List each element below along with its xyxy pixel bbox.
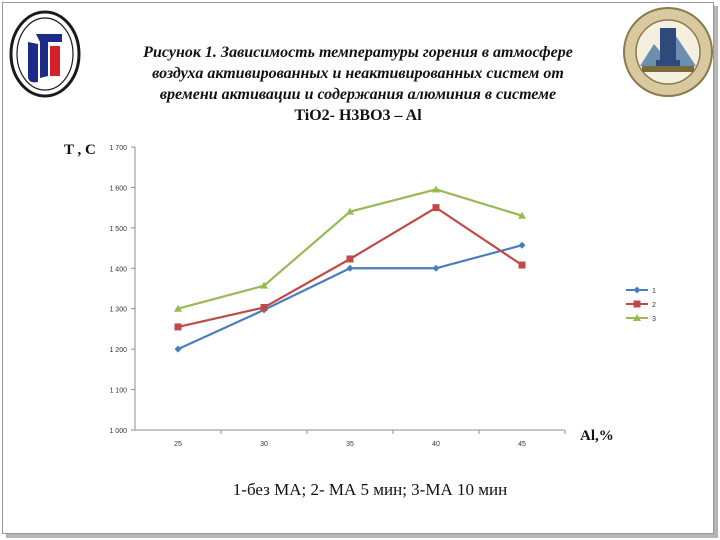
y-axis-label: T , C (64, 142, 96, 158)
series-1-point (174, 345, 182, 353)
series-3-line (177, 188, 523, 310)
chart-title: Рисунок 1. Зависимость температуры горен… (108, 42, 608, 126)
y-tick-label: 1 200 (109, 347, 127, 354)
legend-marker-3 (633, 314, 641, 321)
y-tick-label: 1 700 (109, 145, 127, 152)
series-1-point (432, 264, 440, 272)
series-3-point (518, 211, 526, 219)
title-line-3: времени активации и содержания алюминия … (159, 86, 557, 103)
x-tick-label: 45 (518, 441, 526, 448)
y-tick-label: 1 100 (109, 388, 127, 395)
x-tick-label: 35 (346, 441, 354, 448)
series-2-point (346, 255, 354, 263)
series-3-point (174, 304, 182, 312)
legend-label-2: 2 (652, 302, 656, 309)
legend-marker-2 (633, 300, 641, 308)
series-1-point (346, 264, 354, 272)
series-3-point (432, 185, 440, 193)
chart-caption: 1-без МА; 2- МА 5 мин; 3-МА 10 мин (232, 480, 508, 499)
university-logo-icon (9, 10, 81, 98)
series-2-point (174, 323, 182, 331)
series-3-point (260, 281, 268, 289)
y-tick-label: 1 500 (109, 226, 127, 233)
academy-emblem-icon (623, 7, 713, 97)
x-tick-label: 25 (174, 441, 182, 448)
y-tick-label: 1 400 (109, 266, 127, 273)
series-2-point (260, 304, 268, 312)
series-2-point (432, 204, 440, 212)
y-tick-label: 1 300 (109, 307, 127, 314)
title-line-2: воздуха активированных и неактивированны… (152, 65, 564, 82)
title-line-4: TiO2- H3BO3 – Al (294, 107, 422, 124)
series-1-point (518, 241, 526, 249)
y-tick-label: 1 600 (109, 185, 127, 192)
legend-label-1: 1 (652, 288, 656, 295)
x-axis-label: Al,% (580, 428, 614, 444)
legend-marker-1 (633, 286, 641, 294)
series-3-point (346, 207, 354, 215)
x-tick-label: 40 (432, 441, 440, 448)
title-line-1: Рисунок 1. Зависимость температуры горен… (143, 44, 573, 61)
x-tick-label: 30 (260, 441, 268, 448)
series-2-point (518, 261, 526, 269)
legend-label-3: 3 (652, 316, 656, 323)
y-tick-label: 1 000 (109, 428, 127, 435)
